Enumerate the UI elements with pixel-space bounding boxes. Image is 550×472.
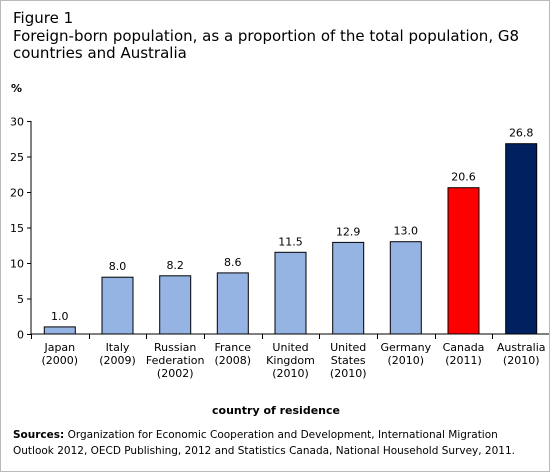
- bar-value-label: 8.0: [109, 260, 127, 273]
- figure-title: Foreign-born population, as a proportion…: [13, 27, 520, 62]
- bar: [505, 143, 538, 335]
- x-category-label: (2010): [503, 354, 540, 367]
- x-category-label: Canada: [443, 341, 485, 354]
- x-category-label: (2010): [272, 367, 309, 380]
- x-category-label: Italy: [106, 341, 130, 354]
- y-tick-label: 30: [10, 116, 24, 129]
- bar-value-label: 8.6: [224, 256, 242, 269]
- bar: [43, 326, 76, 335]
- y-tick-label: 5: [17, 293, 24, 306]
- y-tick-label: 10: [10, 258, 24, 271]
- bar-value-label: 1.0: [51, 310, 69, 323]
- bar: [274, 251, 307, 335]
- sources-text: Organization for Economic Cooperation an…: [13, 429, 515, 457]
- bar-value-label: 8.2: [166, 259, 184, 272]
- x-category-label: France: [215, 341, 252, 354]
- x-category-label: (2009): [99, 354, 136, 367]
- x-category-label: United: [330, 341, 366, 354]
- sources-label: Sources:: [13, 429, 65, 441]
- bar: [447, 187, 480, 335]
- x-category-label: (2011): [445, 354, 482, 367]
- x-category-label: United: [272, 341, 308, 354]
- x-category-label: Russian: [154, 341, 196, 354]
- figure-label: Figure 1: [13, 9, 74, 27]
- bar-value-label: 11.5: [278, 235, 303, 248]
- x-category-label: (2010): [330, 367, 367, 380]
- bar: [101, 276, 134, 335]
- x-category-label: Japan: [43, 341, 75, 354]
- x-category-label: (2010): [388, 354, 425, 367]
- bar-chart: 0 5 10 15 20 25 30 1.0 Japan(2000) 8.0 Italy(2009)…: [10, 116, 549, 380]
- x-category-label: (2000): [42, 354, 79, 367]
- bar-value-label: 13.0: [394, 225, 419, 238]
- y-tick-label: 15: [10, 222, 24, 235]
- y-unit-label: %: [11, 82, 23, 95]
- x-category-label: Federation: [146, 354, 205, 367]
- bar-value-label: 12.9: [336, 225, 361, 238]
- bar-value-label: 26.8: [509, 127, 534, 140]
- y-tick-label: 20: [10, 187, 24, 200]
- y-tick-label: 0: [17, 329, 24, 342]
- x-category-label: Kingdom: [266, 354, 315, 367]
- bar: [332, 241, 365, 335]
- x-category-label: (2008): [215, 354, 252, 367]
- bar-value-label: 20.6: [451, 171, 476, 184]
- y-tick-label: 25: [10, 151, 24, 164]
- x-category-label: Germany: [381, 341, 432, 354]
- x-category-label: Australia: [497, 341, 546, 354]
- x-axis-title: country of residence: [212, 404, 340, 417]
- bar: [389, 241, 422, 335]
- bar: [159, 275, 192, 335]
- x-category-label: (2002): [157, 367, 194, 380]
- sources-note: Sources: Organization for Economic Coope…: [13, 427, 539, 459]
- bar: [216, 272, 249, 335]
- x-category-label: States: [331, 354, 366, 367]
